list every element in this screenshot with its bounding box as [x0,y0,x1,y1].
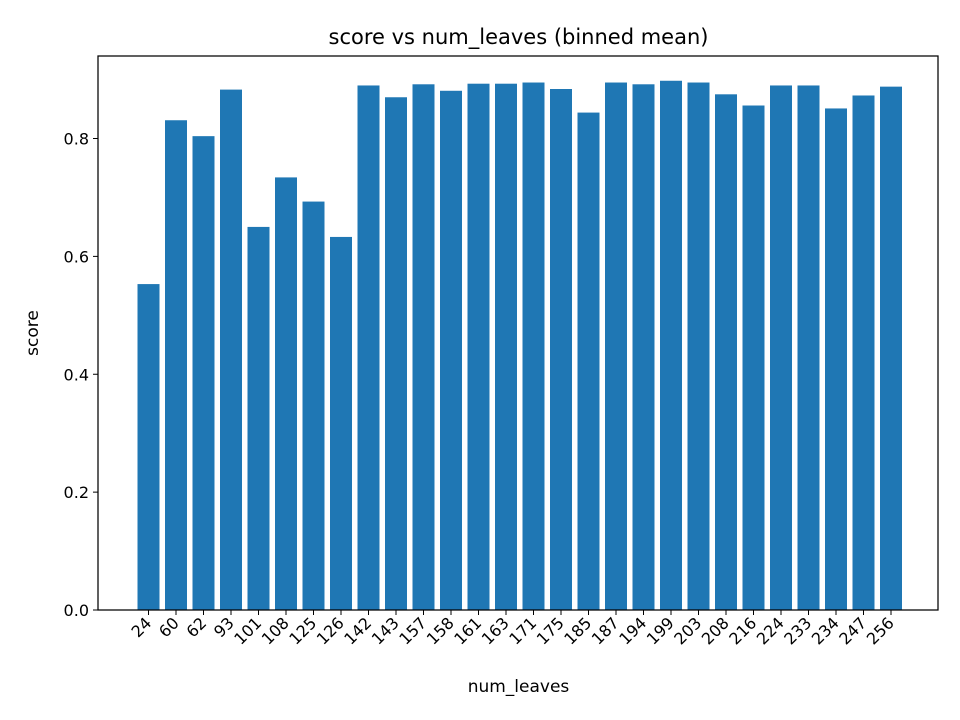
bar-60 [165,120,187,611]
x-tick-label: 142 [340,613,375,648]
x-tick-label: 233 [780,613,815,648]
bar-247 [852,95,875,610]
bar-24 [137,284,160,610]
x-tick-label: 158 [423,613,458,648]
bar-187 [605,82,627,610]
x-tick-label: 60 [155,613,183,641]
x-tick-label: 108 [258,613,293,648]
x-tick-label: 126 [313,613,348,648]
x-tick-label: 185 [560,613,595,648]
x-tick-label: 194 [615,613,650,648]
bar-208 [715,94,737,610]
x-tick-label: 161 [450,613,485,648]
x-tick-label: 187 [588,613,623,648]
x-tick-label: 247 [835,613,870,648]
bar-142 [357,85,380,611]
x-tick-label: 199 [643,613,678,648]
bar-199 [660,80,682,611]
x-tick-label: 203 [670,613,705,648]
plot-frame [97,55,939,611]
bar-256 [880,86,902,611]
x-axis: 24 60 62 9310110812512614214315715816116317… [127,610,898,648]
x-tick-label: 256 [863,613,898,648]
bar-185 [577,112,600,610]
chart-title: score vs num_leaves (binned mean) [329,25,709,50]
x-tick-label: 24 [127,613,155,641]
bars-group [137,80,902,611]
x-tick-label: 101 [230,613,265,648]
x-tick-label: 163 [478,613,513,648]
bar-143 [385,97,407,611]
bar-93 [220,89,242,610]
bar-62 [192,136,215,610]
bar-125 [302,201,325,611]
x-tick-label: 216 [725,613,760,648]
bar-108 [275,177,297,610]
y-tick-label: 0.4 [64,365,89,384]
y-tick-label: 0.8 [64,130,89,149]
x-tick-label: 62 [182,613,210,641]
bar-126 [330,236,352,611]
bar-194 [632,84,655,610]
bar-234 [825,108,847,611]
y-tick-label: 0.2 [64,483,89,502]
x-tick-label: 234 [808,613,843,648]
y-tick-label: 0.6 [64,247,89,266]
x-tick-label: 224 [753,613,788,648]
x-tick-label: 125 [285,613,320,648]
bar-175 [550,89,572,610]
bar-101 [247,226,270,610]
bar-216 [742,105,765,611]
bar-163 [495,83,517,610]
bar-233 [797,85,820,611]
y-axis-label: score [23,310,43,356]
bar-171 [522,82,545,610]
x-tick-label: 143 [368,613,403,648]
y-axis: 0.0 0.2 0.4 0.6 0.8 [64,130,98,620]
x-tick-label: 171 [505,613,540,648]
x-tick-label: 175 [533,613,568,648]
bar-161 [467,83,490,610]
x-axis-label: num_leaves [468,677,570,697]
bar-203 [687,82,710,610]
y-tick-label: 0.0 [64,601,89,620]
bar-157 [412,84,435,610]
x-tick-label: 157 [395,613,430,648]
x-tick-label: 208 [698,613,733,648]
bar-224 [770,85,792,611]
bar-158 [440,90,462,610]
